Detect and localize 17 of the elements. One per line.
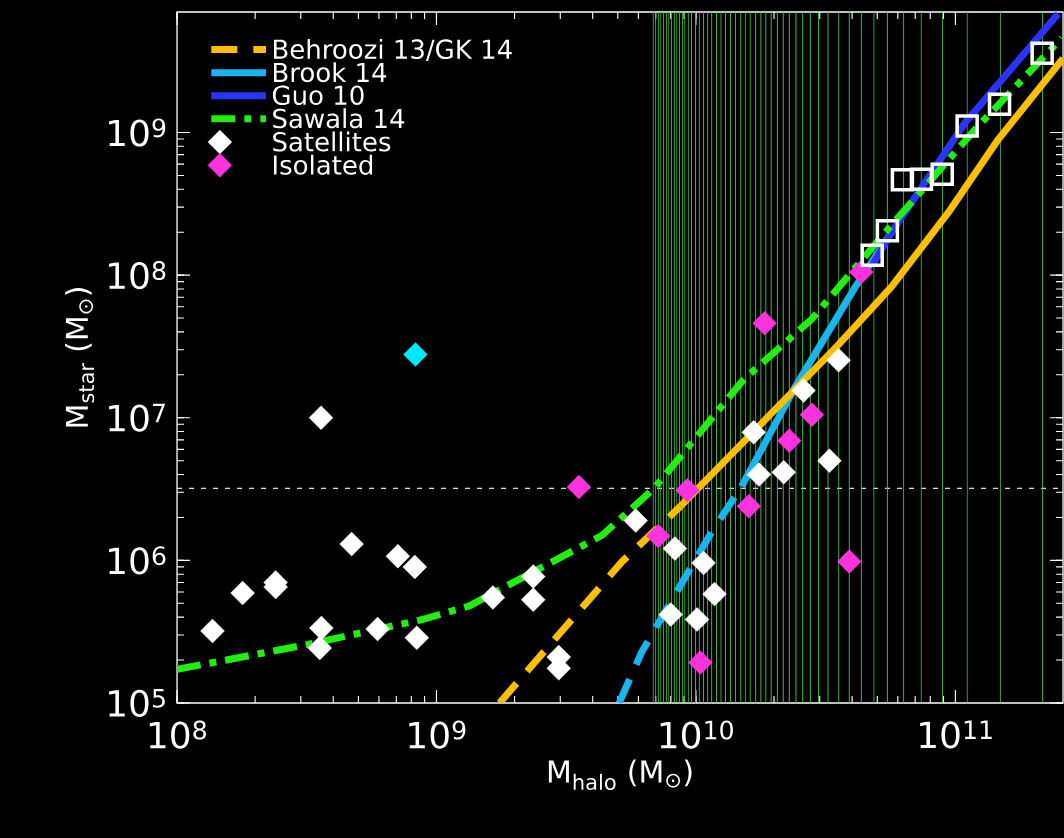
legend-label: Satellites bbox=[273, 131, 391, 152]
legend-label: Isolated bbox=[274, 154, 373, 175]
legend-label: Brook 14 bbox=[274, 62, 387, 83]
y-tick-label: 10$^{6}$ bbox=[109, 546, 166, 575]
legend-label: Behroozi 13/GK 14 bbox=[274, 38, 512, 62]
legend-label: Sawala 14 bbox=[273, 108, 405, 129]
x-tick-label: 10$^{8}$ bbox=[149, 720, 206, 749]
y-tick-label: 10$^{9}$ bbox=[109, 118, 166, 147]
x-tick-label: 10$^{11}$ bbox=[920, 720, 992, 749]
y-axis-title: M$_{star}$ (M$_{⊙}$) bbox=[65, 288, 95, 427]
x-tick-label: 10$^{9}$ bbox=[409, 720, 466, 749]
y-tick-label: 10$^{8}$ bbox=[109, 261, 166, 290]
x-tick-label: 10$^{10}$ bbox=[660, 720, 733, 749]
legend-label: Guo 10 bbox=[272, 85, 364, 106]
y-tick-label: 10$^{7}$ bbox=[109, 403, 165, 432]
y-tick-label: 10$^{5}$ bbox=[109, 689, 165, 717]
x-axis-title: M$_{halo}$ (M$_{⊙}$) bbox=[548, 759, 692, 791]
